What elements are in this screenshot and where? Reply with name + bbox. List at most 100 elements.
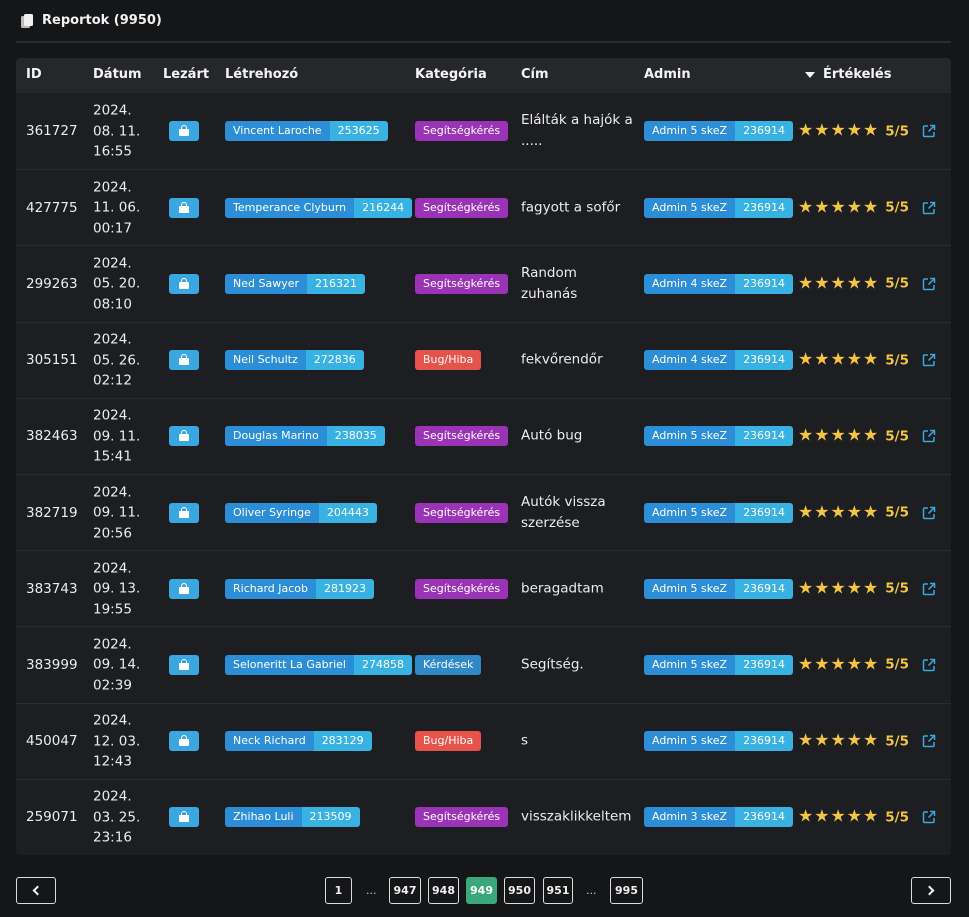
table-row[interactable]: 299263 2024. 05. 20. 08:10 Ned Sawyer 216321 S…	[16, 245, 951, 321]
table-row[interactable]: 450047 2024. 12. 03. 12:43 Neck Richard 28312…	[16, 702, 951, 779]
admin-badge[interactable]: Admin 5 skeZ 236914	[644, 121, 794, 142]
table-row[interactable]: 361727 2024. 08. 11. 16:55 Vincent Laroche 25…	[16, 93, 951, 169]
creator-badge[interactable]: Neck Richard 283129	[225, 731, 372, 752]
admin-id: 236914	[735, 578, 794, 599]
prev-page-button[interactable]	[16, 877, 56, 904]
star-icon: ★	[863, 273, 879, 294]
admin-badge[interactable]: Admin 5 skeZ 236914	[644, 197, 794, 218]
rating-score: 5/5	[885, 123, 909, 140]
page-button-949-active[interactable]: 949	[466, 877, 497, 904]
admin-name: Admin 5 skeZ	[644, 578, 736, 599]
table-row[interactable]: 382719 2024. 09. 11. 20:56 Oliver Syringe 204…	[16, 473, 951, 550]
creator-badge[interactable]: Seloneritt La Gabriel 274858	[225, 654, 412, 675]
external-link-icon[interactable]	[922, 810, 936, 824]
date-time: 02:39	[93, 677, 132, 694]
page-button-951[interactable]: 951	[543, 877, 573, 904]
external-link-icon[interactable]	[922, 582, 936, 596]
creator-name: Seloneritt La Gabriel	[225, 654, 354, 675]
date-month-day: 09. 14.	[93, 656, 141, 673]
table-row[interactable]: 382463 2024. 09. 11. 15:41 Douglas Marino 238…	[16, 397, 951, 474]
creator-badge[interactable]: Ned Sawyer 216321	[225, 273, 365, 294]
star-icon: ★	[863, 578, 879, 599]
report-id: 361727	[26, 123, 78, 140]
creator-id: 253625	[329, 121, 388, 142]
creator-badge[interactable]: Temperance Clyburn 216244	[225, 197, 413, 218]
page-button-947[interactable]: 947	[389, 877, 421, 904]
star-icon: ★	[798, 425, 814, 446]
creator-badge[interactable]: Oliver Syringe 204443	[225, 502, 377, 523]
creator-badge[interactable]: Zhihao Luli 213509	[225, 807, 360, 828]
column-header-admin[interactable]: Admin	[644, 67, 691, 82]
table-row[interactable]: 427775 2024. 11. 06. 00:17 Temperance Clybur…	[16, 169, 951, 245]
star-icon: ★	[798, 730, 814, 751]
creator-id: 238035	[326, 426, 385, 447]
column-header-category[interactable]: Kategória	[415, 67, 487, 82]
admin-badge[interactable]: Admin 5 skeZ 236914	[644, 426, 794, 447]
admin-badge[interactable]: Admin 4 skeZ 236914	[644, 350, 794, 371]
external-link-icon[interactable]	[922, 201, 936, 215]
admin-badge[interactable]: Admin 5 skeZ 236914	[644, 731, 794, 752]
creator-badge[interactable]: Douglas Marino 238035	[225, 426, 385, 447]
admin-name: Admin 4 skeZ	[644, 273, 736, 294]
creator-id: 274858	[354, 654, 412, 675]
admin-id: 236914	[735, 426, 794, 447]
report-title: s	[521, 732, 529, 749]
external-link-icon[interactable]	[922, 734, 936, 748]
admin-badge[interactable]: Admin 5 skeZ 236914	[644, 654, 794, 675]
page-button-1[interactable]: 1	[325, 877, 352, 904]
rating: ★ ★ ★ ★ ★ 5/5	[798, 656, 909, 673]
star-icon: ★	[830, 502, 846, 523]
star-icon: ★	[846, 730, 862, 751]
star-icon: ★	[846, 197, 862, 218]
report-date: 2024. 11. 06. 00:17	[93, 177, 140, 239]
creator-badge[interactable]: Richard Jacob 281923	[225, 578, 375, 599]
rating: ★ ★ ★ ★ ★ 5/5	[798, 199, 909, 216]
admin-id: 236914	[735, 197, 794, 218]
admin-badge[interactable]: Admin 4 skeZ 236914	[644, 273, 794, 294]
external-link-icon[interactable]	[922, 277, 936, 291]
category-badge: Segítségkérés	[415, 273, 509, 294]
report-title: Autók vissza szerzése	[521, 493, 606, 531]
creator-id: 283129	[313, 731, 372, 752]
report-id: 383743	[26, 580, 78, 597]
column-header-closed[interactable]: Lezárt	[163, 67, 210, 82]
star-icon: ★	[814, 273, 830, 294]
page-title: Reportok (9950)	[42, 13, 162, 28]
page-button-948[interactable]: 948	[428, 877, 459, 904]
creator-badge[interactable]: Neil Schultz 272836	[225, 350, 364, 371]
table-row[interactable]: 305151 2024. 05. 26. 02:12 Neil Schultz 27283…	[16, 321, 951, 398]
page-button-950[interactable]: 950	[504, 877, 535, 904]
table-row[interactable]: 383743 2024. 09. 13. 19:55 Richard Jacob 2819…	[16, 550, 951, 626]
column-header-title[interactable]: Cím	[521, 67, 549, 82]
report-date: 2024. 09. 11. 15:41	[93, 406, 140, 468]
admin-badge[interactable]: Admin 5 skeZ 236914	[644, 502, 794, 523]
external-link-icon[interactable]	[922, 429, 936, 443]
next-page-button[interactable]	[911, 877, 951, 904]
column-header-creator[interactable]: Létrehozó	[225, 67, 299, 82]
external-link-icon[interactable]	[922, 506, 936, 520]
page-button-995[interactable]: 995	[610, 877, 643, 904]
star-icon: ★	[830, 654, 846, 675]
column-header-rating[interactable]: Értékelés	[823, 67, 892, 82]
star-icon: ★	[830, 578, 846, 599]
table-row[interactable]: 383999 2024. 09. 14. 02:39 Seloneritt La Gab…	[16, 626, 951, 702]
star-icon: ★	[863, 730, 879, 751]
column-header-id[interactable]: ID	[26, 67, 42, 82]
external-link-icon[interactable]	[922, 658, 936, 672]
sort-desc-icon[interactable]	[805, 72, 815, 78]
external-link-icon[interactable]	[922, 353, 936, 367]
closed-badge	[169, 273, 199, 294]
date-month-day: 12. 03.	[93, 732, 141, 749]
date-month-day: 11. 06.	[93, 199, 141, 216]
external-link-icon[interactable]	[922, 124, 936, 138]
column-header-date[interactable]: Dátum	[93, 67, 142, 82]
report-id: 427775	[26, 199, 78, 216]
creator-name: Ned Sawyer	[225, 273, 307, 294]
star-icon: ★	[814, 425, 830, 446]
reports-table: ID Dátum Lezárt Létrehozó Kategória Cím …	[16, 58, 951, 855]
admin-badge[interactable]: Admin 5 skeZ 236914	[644, 578, 794, 599]
admin-badge[interactable]: Admin 3 skeZ 236914	[644, 807, 794, 828]
creator-badge[interactable]: Vincent Laroche 253625	[225, 121, 388, 142]
closed-badge	[169, 350, 199, 371]
table-row[interactable]: 259071 2024. 03. 25. 23:16 Zhihao Luli 213509…	[16, 778, 951, 855]
